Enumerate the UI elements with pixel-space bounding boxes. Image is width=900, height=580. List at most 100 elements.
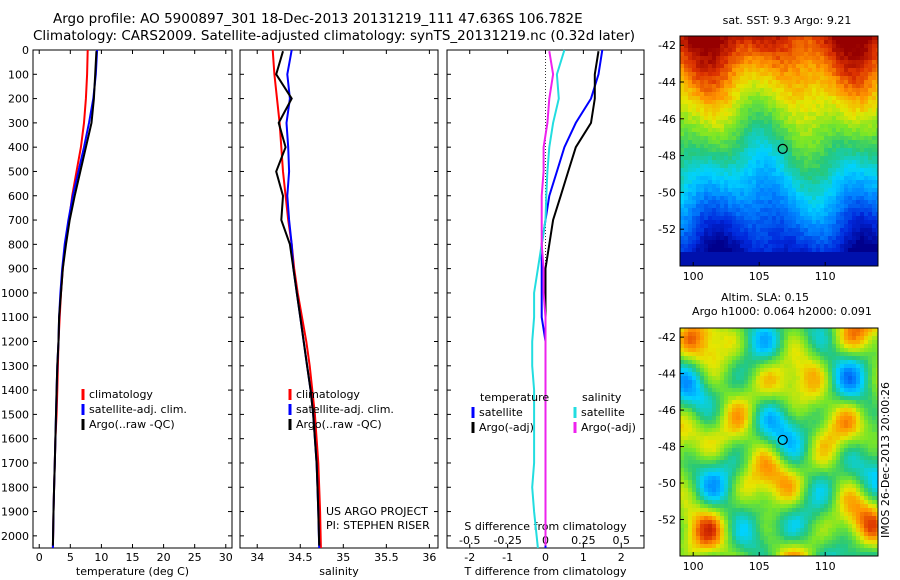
heatmap-cell — [812, 216, 816, 220]
heatmap-cell — [728, 256, 732, 260]
heatmap-cell — [680, 184, 684, 188]
heatmap-cell — [756, 112, 760, 116]
heatmap-cell — [760, 128, 764, 132]
heatmap-cell — [804, 40, 808, 44]
heatmap-cell — [748, 228, 752, 232]
heatmap-cell — [868, 248, 872, 252]
heatmap-cell — [864, 244, 868, 248]
heatmap-cell — [804, 124, 808, 128]
heatmap-cell — [728, 108, 732, 112]
heatmap-cell — [860, 116, 864, 120]
heatmap-cell — [808, 196, 812, 200]
heatmap-cell — [740, 208, 744, 212]
heatmap-cell — [772, 72, 776, 76]
heatmap-cell — [748, 432, 752, 436]
heatmap-cell — [756, 232, 760, 236]
heatmap-cell — [776, 104, 780, 108]
heatmap-cell — [872, 364, 876, 368]
heatmap-cell — [724, 216, 728, 220]
heatmap-cell — [736, 164, 740, 168]
heatmap-cell — [712, 224, 716, 228]
heatmap-cell — [704, 400, 708, 404]
heatmap-cell — [796, 360, 800, 364]
heatmap-cell — [720, 456, 724, 460]
heatmap-cell — [832, 112, 836, 116]
heatmap-cell — [868, 424, 872, 428]
heatmap-cell — [704, 444, 708, 448]
heatmap-cell — [800, 224, 804, 228]
heatmap-cell — [780, 256, 784, 260]
heatmap-cell — [824, 40, 828, 44]
heatmap-cell — [760, 144, 764, 148]
heatmap-cell — [692, 112, 696, 116]
heatmap-cell — [788, 76, 792, 80]
heatmap-cell — [736, 248, 740, 252]
heatmap-cell — [704, 192, 708, 196]
heatmap-cell — [840, 220, 844, 224]
heatmap-cell — [708, 132, 712, 136]
heatmap-cell — [856, 212, 860, 216]
heatmap-cell — [844, 408, 848, 412]
heatmap-cell — [712, 460, 716, 464]
heatmap-cell — [844, 260, 848, 264]
heatmap-cell — [796, 40, 800, 44]
heatmap-cell — [856, 424, 860, 428]
heatmap-cell — [784, 148, 788, 152]
heatmap-cell — [824, 392, 828, 396]
heatmap-cell — [800, 460, 804, 464]
heatmap-cell — [704, 364, 708, 368]
heatmap-cell — [820, 444, 824, 448]
heatmap-cell — [700, 364, 704, 368]
heatmap-cell — [864, 204, 868, 208]
heatmap-cell — [760, 228, 764, 232]
heatmap-cell — [816, 464, 820, 468]
heatmap-cell — [756, 260, 760, 264]
heatmap-cell — [744, 248, 748, 252]
heatmap-cell — [872, 88, 876, 92]
heatmap-cell — [752, 344, 756, 348]
heatmap-cell — [728, 40, 732, 44]
heatmap-cell — [728, 168, 732, 172]
heatmap-cell — [732, 244, 736, 248]
heatmap-cell — [732, 120, 736, 124]
heatmap-cell — [700, 212, 704, 216]
heatmap-cell — [864, 156, 868, 160]
heatmap-cell — [860, 108, 864, 112]
heatmap-cell — [856, 76, 860, 80]
heatmap-cell — [756, 204, 760, 208]
heatmap-cell — [684, 328, 688, 332]
heatmap-cell — [860, 228, 864, 232]
heatmap-cell — [848, 388, 852, 392]
heatmap-cell — [704, 464, 708, 468]
heatmap-cell — [788, 108, 792, 112]
heatmap-cell — [728, 392, 732, 396]
heatmap-cell — [844, 424, 848, 428]
heatmap-cell — [736, 76, 740, 80]
heatmap-cell — [824, 172, 828, 176]
heatmap-cell — [700, 112, 704, 116]
heatmap-cell — [820, 168, 824, 172]
heatmap-cell — [808, 160, 812, 164]
heatmap-cell — [872, 204, 876, 208]
heatmap-cell — [820, 452, 824, 456]
heatmap-cell — [860, 180, 864, 184]
heatmap-cell — [848, 204, 852, 208]
heatmap-cell — [768, 380, 772, 384]
heatmap-cell — [804, 452, 808, 456]
heatmap-cell — [688, 388, 692, 392]
heatmap-cell — [736, 364, 740, 368]
heatmap-cell — [820, 364, 824, 368]
heatmap-cell — [780, 376, 784, 380]
heatmap-cell — [840, 216, 844, 220]
heatmap-cell — [696, 464, 700, 468]
heatmap-cell — [708, 192, 712, 196]
heatmap-cell — [712, 380, 716, 384]
heatmap-cell — [764, 444, 768, 448]
heatmap-cell — [712, 412, 716, 416]
heatmap-cell — [740, 380, 744, 384]
heatmap-cell — [688, 208, 692, 212]
heatmap-cell — [856, 368, 860, 372]
heatmap-cell — [720, 216, 724, 220]
heatmap-cell — [768, 240, 772, 244]
heatmap-cell — [804, 44, 808, 48]
